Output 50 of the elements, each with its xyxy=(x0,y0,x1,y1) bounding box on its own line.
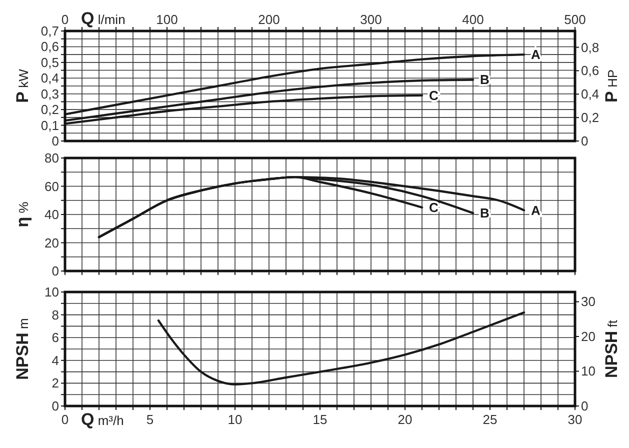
y-axis-title: P kW xyxy=(13,68,32,103)
y-tick-label: 4 xyxy=(52,352,59,368)
x-tick-label: 200 xyxy=(258,12,280,27)
y-tick-label: 0,4 xyxy=(40,70,59,86)
y-axis-title: η % xyxy=(13,201,32,228)
y-tick-label: 60 xyxy=(44,178,59,194)
y-tick-label: 10 xyxy=(44,284,59,300)
y2-axis-title: NPSH ft xyxy=(602,320,621,378)
y2-tick-label: 0,4 xyxy=(581,86,600,102)
x-axis-title: Q m³/h xyxy=(81,410,124,429)
y2-axis-title: P HP xyxy=(602,69,621,103)
y-tick-label: 0,2 xyxy=(40,102,59,118)
x-tick-label: 0 xyxy=(61,412,69,427)
y2-tick-label: 0 xyxy=(581,134,588,148)
y-tick-label: 0 xyxy=(52,134,59,148)
y-axis-title: NPSH m xyxy=(13,318,32,380)
y-tick-label: 0,1 xyxy=(40,118,59,133)
y-tick-label: 0,5 xyxy=(40,54,59,70)
y-tick-label: 0 xyxy=(52,264,59,278)
y-tick-label: 6 xyxy=(52,330,59,346)
y-tick-label: 0,7 xyxy=(40,24,59,38)
y2-tick-label: 20 xyxy=(581,328,596,344)
y-tick-label: 0,3 xyxy=(40,86,59,102)
x-tick-label: 20 xyxy=(398,412,412,427)
x-tick-label: 400 xyxy=(462,12,484,27)
y-tick-label: 20 xyxy=(44,235,59,250)
x-tick-label: 5 xyxy=(146,412,154,427)
y2-tick-label: 0 xyxy=(581,398,588,414)
x-tick-label: 500 xyxy=(564,12,586,27)
series-label: C xyxy=(429,200,439,215)
y2-tick-label: 0,6 xyxy=(581,63,600,78)
y-tick-label: 8 xyxy=(52,307,59,322)
y2-tick-label: 0,8 xyxy=(581,40,600,55)
x-tick-label: 300 xyxy=(360,12,382,27)
x-tick-label: 10 xyxy=(228,412,242,427)
y-tick-label: 80 xyxy=(44,150,59,166)
x-tick-label: 30 xyxy=(568,412,582,427)
y-tick-label: 40 xyxy=(44,207,59,222)
y-tick-label: 0,6 xyxy=(40,39,59,54)
x-tick-label: 25 xyxy=(482,412,498,427)
y2-tick-label: 10 xyxy=(581,364,596,379)
x-tick-label: 15 xyxy=(312,412,328,427)
y2-tick-label: 30 xyxy=(581,294,596,310)
y2-tick-label: 0,2 xyxy=(581,110,600,126)
series-label: A xyxy=(531,202,541,218)
y-tick-label: 2 xyxy=(52,376,59,391)
y-tick-label: 0 xyxy=(52,398,59,414)
x-tick-label: 0 xyxy=(61,12,69,27)
x-axis-title: Q l/min xyxy=(81,9,126,28)
x-tick-label: 100 xyxy=(156,12,178,27)
